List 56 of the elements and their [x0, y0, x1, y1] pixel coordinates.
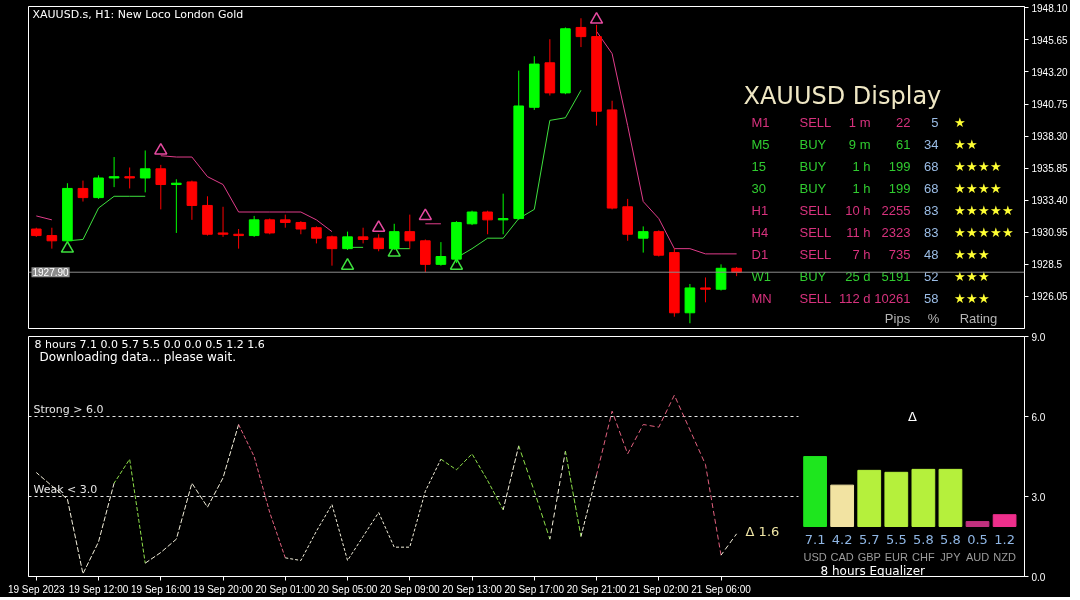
- bar: [803, 456, 827, 527]
- ref-line-label: Weak < 3.0: [33, 482, 98, 496]
- annotation: Downloading data... please wait.: [39, 349, 236, 364]
- x-tick-label: 21 Sep 02:00: [629, 583, 689, 595]
- x-tick-label: EUR: [884, 550, 908, 563]
- x-tick-label: 20 Sep 17:00: [504, 583, 565, 595]
- bar: [965, 521, 990, 527]
- x-tick-label: GBP: [857, 550, 881, 563]
- line-series: [596, 394, 722, 556]
- bar: [830, 484, 855, 527]
- data-label: 1.2: [994, 532, 1015, 547]
- x-tick-label: NZD: [993, 550, 1016, 563]
- data-label: 5.5: [885, 532, 907, 547]
- x-tick-label: 20 Sep 13:00: [442, 583, 503, 595]
- x-tick-label: 19 Sep 16:00: [131, 583, 191, 595]
- line-series: [35, 472, 115, 575]
- y-tick-label: 9.0: [1031, 331, 1046, 343]
- line-series: [238, 424, 286, 559]
- data-label: 4.2: [831, 532, 853, 547]
- chart-title: 8 hours 7.1 0.0 5.7 5.5 0.0 0.0 0.5 1.2 1.6: [34, 338, 265, 351]
- x-tick-label: AUD: [965, 550, 990, 563]
- bar: [884, 471, 909, 527]
- x-tick-label: 20 Sep 09:00: [380, 583, 440, 595]
- x-tick-label: JPY: [940, 550, 962, 563]
- line-series: [440, 453, 504, 511]
- x-tick-label: CHF: [912, 550, 935, 563]
- x-tick-label: 19 Sep 12:00: [68, 583, 129, 595]
- data-label: 0.5: [967, 532, 988, 547]
- y-tick-label: 6.0: [1031, 411, 1046, 423]
- x-tick-label: 19 Sep 20:00: [193, 583, 254, 595]
- x-tick-label: CAD: [830, 550, 854, 563]
- category-label: %: [927, 311, 940, 326]
- bar: [911, 468, 936, 527]
- category-label: Pips: [884, 311, 911, 326]
- y-tick-label: 0.0: [1031, 571, 1046, 583]
- category-label: Rating: [959, 311, 998, 326]
- data-label: Δ 1.6: [745, 524, 780, 540]
- line-series: [284, 458, 442, 561]
- bar: [992, 514, 1017, 527]
- data-label: 7.1: [804, 532, 826, 547]
- x-tick-label: 20 Sep 21:00: [566, 583, 627, 595]
- ref-line-label: Strong > 6.0: [33, 402, 104, 416]
- annotation: Δ: [908, 409, 918, 425]
- bar: [938, 468, 963, 527]
- x-tick-label: USD: [803, 550, 827, 563]
- x-tick-label: 19 Sep 2023: [7, 583, 66, 595]
- x-axis-title: 8 hours Equalizer: [820, 563, 926, 578]
- x-tick-label: 21 Sep 06:00: [691, 583, 752, 595]
- x-tick-label: 20 Sep 01:00: [255, 583, 316, 595]
- bar: [857, 469, 882, 527]
- x-tick-label: 20 Sep 05:00: [317, 583, 378, 595]
- data-label: 5.7: [858, 532, 880, 547]
- y-tick-label: 3.0: [1031, 491, 1046, 503]
- data-label: 5.8: [940, 532, 961, 547]
- data-label: 5.8: [913, 532, 934, 547]
- line-series: [144, 424, 240, 564]
